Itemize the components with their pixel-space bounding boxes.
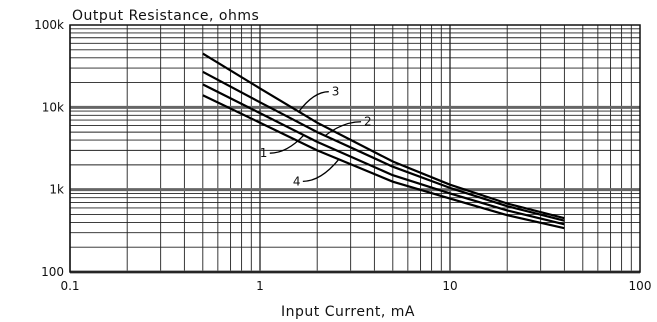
curve-label-2: 2: [364, 115, 372, 129]
y-tick-label: 100: [41, 265, 64, 279]
y-tick-label: 100k: [34, 18, 64, 32]
curve-label-leader-3: [298, 91, 329, 113]
series-line-4: [202, 94, 565, 230]
tick-labels: 0.1 1 10 100 100 1k 10k 100k: [34, 18, 651, 293]
plot-border: [69, 24, 641, 273]
series-line-2: [202, 70, 565, 222]
curve-label-4: 4: [293, 174, 301, 188]
series-line-3: [202, 52, 565, 220]
x-tick-label: 1: [256, 279, 264, 293]
curve-label-leader-1: [269, 134, 305, 154]
y-tick-label: 10k: [42, 100, 64, 114]
x-axis-label: Input Current, mA: [281, 304, 415, 320]
x-tick-label: 0.1: [60, 279, 79, 293]
curve-label-leader-2: [324, 121, 362, 137]
grid: [69, 24, 641, 274]
curve-labels: 3 2 1 4: [260, 85, 372, 189]
curve-label-1: 1: [260, 146, 268, 160]
curve-label-leader-4: [302, 158, 340, 182]
x-tick-label: 100: [629, 279, 652, 293]
x-tick-label: 10: [442, 279, 457, 293]
y-tick-label: 1k: [49, 183, 64, 197]
series-group: [202, 52, 565, 230]
series-line-1: [202, 83, 565, 226]
chart-title: Output Resistance, ohms: [72, 8, 259, 24]
curve-label-3: 3: [332, 85, 340, 99]
